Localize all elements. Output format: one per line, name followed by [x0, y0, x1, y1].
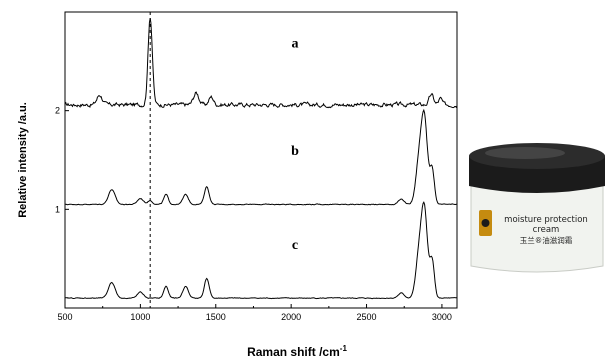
y-axis-title: Relative intensity /a.u.: [17, 102, 29, 218]
x-axis-title: Raman shift /cm-1: [247, 344, 347, 359]
jar-body: [470, 177, 604, 273]
cream-jar-image: moisture protection cream 玉兰®油滋润霜: [469, 143, 605, 273]
y-tick-label: 1: [55, 204, 60, 214]
series-label-a: a: [292, 37, 299, 52]
x-tick-label: 1000: [130, 312, 150, 322]
product-name-line3: 玉兰®油滋润霜: [520, 235, 573, 245]
plot-frame: [64, 11, 458, 309]
x-axis-title-main: Raman shift /cm: [247, 345, 340, 359]
series-layer: a b c: [64, 18, 458, 300]
jar-label-badge-emblem: [481, 219, 490, 227]
series-label-b: b: [291, 144, 299, 159]
x-tick-label: 2000: [281, 312, 301, 322]
x-tick-label: 2500: [357, 312, 377, 322]
series-line-b: [64, 108, 457, 206]
x-axis-ticks: 500 1000 1500 2000 2500 3000: [57, 304, 452, 322]
x-tick-label: 3000: [432, 312, 452, 322]
product-name-line2: cream: [533, 225, 560, 235]
series-line-a: [64, 18, 458, 109]
jar-lid-highlight: [485, 147, 565, 159]
series-line-c: [64, 201, 458, 300]
x-tick-label: 500: [57, 312, 72, 322]
x-axis-title-superscript: -1: [340, 344, 348, 353]
y-axis-ticks: 12: [55, 106, 69, 214]
x-tick-label: 1500: [206, 312, 226, 322]
series-label-c: c: [292, 238, 298, 253]
product-name-line1: moisture protection: [504, 215, 588, 225]
y-tick-label: 2: [55, 106, 60, 116]
